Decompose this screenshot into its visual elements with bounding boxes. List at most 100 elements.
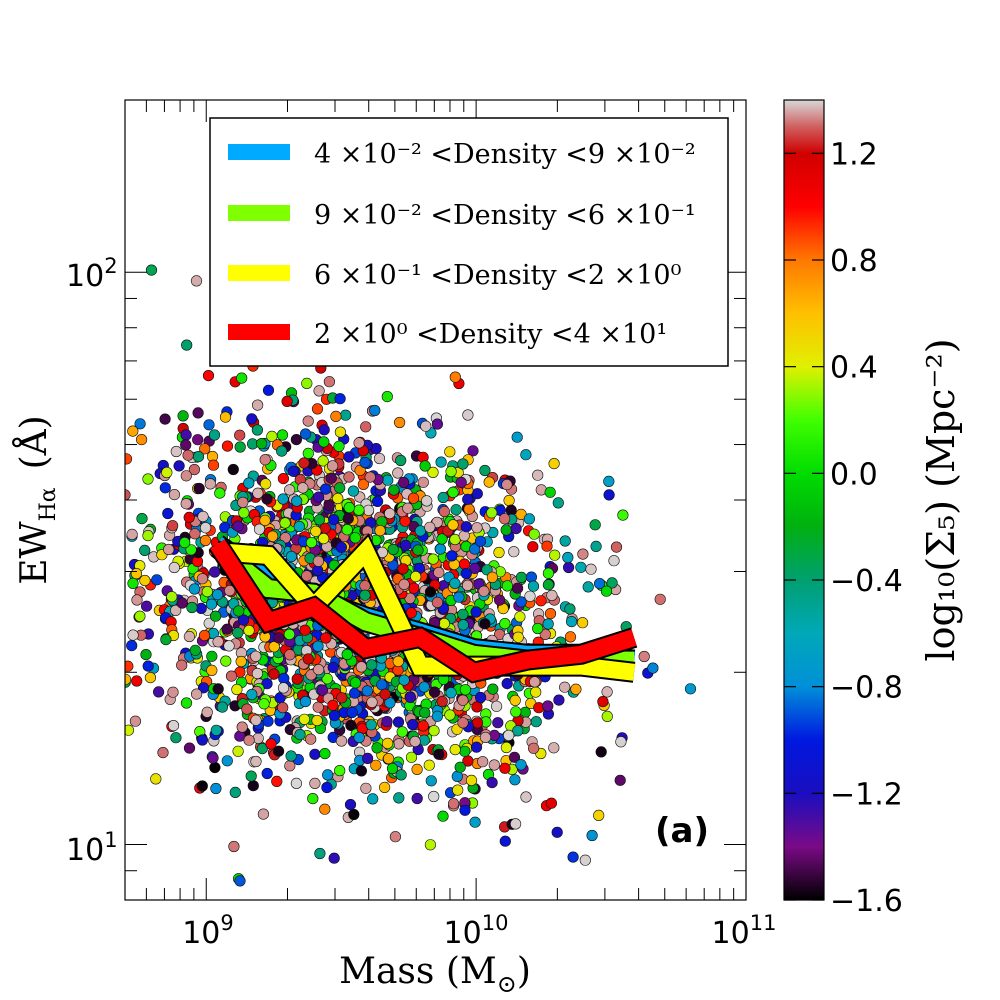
colorbar: −1.6 −1.2 −0.8 −0.4 0.0 0.4 0.8 1.2 log₁₀(Σ₅) (… <box>783 99 963 919</box>
scatter-point <box>409 735 421 748</box>
scatter-point <box>162 507 174 520</box>
scatter-point <box>524 590 536 602</box>
scatter-point <box>335 735 348 747</box>
scatter-point <box>559 535 571 547</box>
scatter-point <box>170 604 182 617</box>
scatter-point <box>328 709 341 722</box>
scatter-point <box>325 472 337 484</box>
scatter-point <box>199 534 212 547</box>
scatter-point <box>330 410 342 423</box>
scatter-point <box>268 668 280 680</box>
scatter-point <box>127 629 139 641</box>
scatter-point <box>243 734 255 746</box>
scatter-point <box>564 603 576 615</box>
scatter-point <box>469 562 481 575</box>
scatter-point <box>601 686 613 698</box>
scatter-point <box>362 752 374 765</box>
scatter-point <box>232 627 244 639</box>
scatter-point <box>392 467 404 479</box>
scatter-point <box>328 513 340 526</box>
scatter-point <box>565 615 578 628</box>
scatter-point <box>437 491 449 504</box>
density-trend-lines <box>208 533 638 684</box>
scatter-point <box>527 742 540 754</box>
scatter-point <box>532 622 544 635</box>
scatter-point <box>260 478 272 490</box>
scatter-point <box>265 738 277 750</box>
scatter-point <box>424 586 437 598</box>
scatter-point <box>334 426 347 438</box>
scatter-point <box>359 589 371 601</box>
scatter-point <box>130 567 142 580</box>
scatter-point <box>205 598 218 610</box>
scatter-point <box>327 699 339 711</box>
scatter-point <box>320 632 332 644</box>
scatter-point <box>457 717 469 729</box>
scatter-point <box>402 502 414 514</box>
scatter-point <box>310 525 322 537</box>
scatter-point <box>414 525 427 537</box>
scatter-point <box>486 571 499 583</box>
scatter-point <box>582 581 594 593</box>
x-tick-label: 1011 <box>712 911 777 951</box>
scatter-point <box>617 509 629 521</box>
scatter-point <box>246 413 258 425</box>
scatter-point <box>311 714 323 727</box>
scatter-point <box>200 522 212 534</box>
scatter-point <box>243 477 255 489</box>
scatter-point <box>542 700 554 712</box>
scatter-point <box>423 759 435 771</box>
scatter-point <box>577 548 589 560</box>
scatter-point <box>457 458 469 470</box>
scatter-point <box>142 473 154 485</box>
scatter-point <box>541 540 553 552</box>
scatter-point <box>428 790 440 803</box>
scatter-point <box>234 875 246 887</box>
scatter-point <box>185 544 197 556</box>
scatter-point <box>447 486 459 499</box>
scatter-point <box>393 792 405 804</box>
scatter-point <box>302 653 314 665</box>
scatter-point <box>515 571 528 584</box>
scatter-point <box>250 755 262 768</box>
scatter-point <box>323 500 335 512</box>
legend-swatch-2 <box>228 265 290 281</box>
scatter-point <box>471 522 483 534</box>
scatter-point <box>597 695 609 708</box>
scatter-point <box>474 535 487 547</box>
scatter-point <box>397 563 409 575</box>
scatter-point <box>271 775 283 788</box>
scatter-point <box>486 776 498 789</box>
scatter-point <box>544 607 557 620</box>
scatter-point <box>424 839 437 851</box>
scatter-point <box>654 593 666 605</box>
scatter-point <box>527 580 540 592</box>
scatter-point <box>514 611 526 623</box>
scatter-point <box>134 610 146 622</box>
scatter-point <box>503 729 515 742</box>
scatter-point <box>233 605 245 617</box>
scatter-point <box>235 655 247 668</box>
scatter-point <box>436 533 448 545</box>
scatter-point <box>144 671 156 684</box>
scatter-point <box>567 851 579 863</box>
scatter-point <box>276 445 288 457</box>
scatter-point <box>312 701 324 713</box>
scatter-point <box>131 675 143 687</box>
scatter-point <box>417 720 429 732</box>
scatter-point <box>520 791 532 803</box>
scatter-point <box>546 589 558 602</box>
scatter-point <box>387 543 399 556</box>
scatter-point <box>511 582 524 594</box>
scatter-point <box>479 731 492 744</box>
scatter-point <box>601 710 613 723</box>
scatter-point <box>381 715 393 728</box>
scatter-point <box>196 780 208 792</box>
scatter-point <box>525 571 538 583</box>
scatter-point <box>335 541 348 553</box>
scatter-point <box>199 443 211 455</box>
scatter-point <box>501 677 513 690</box>
scatter-point <box>532 469 544 481</box>
scatter-point <box>528 528 540 540</box>
scatter-point <box>379 688 391 700</box>
